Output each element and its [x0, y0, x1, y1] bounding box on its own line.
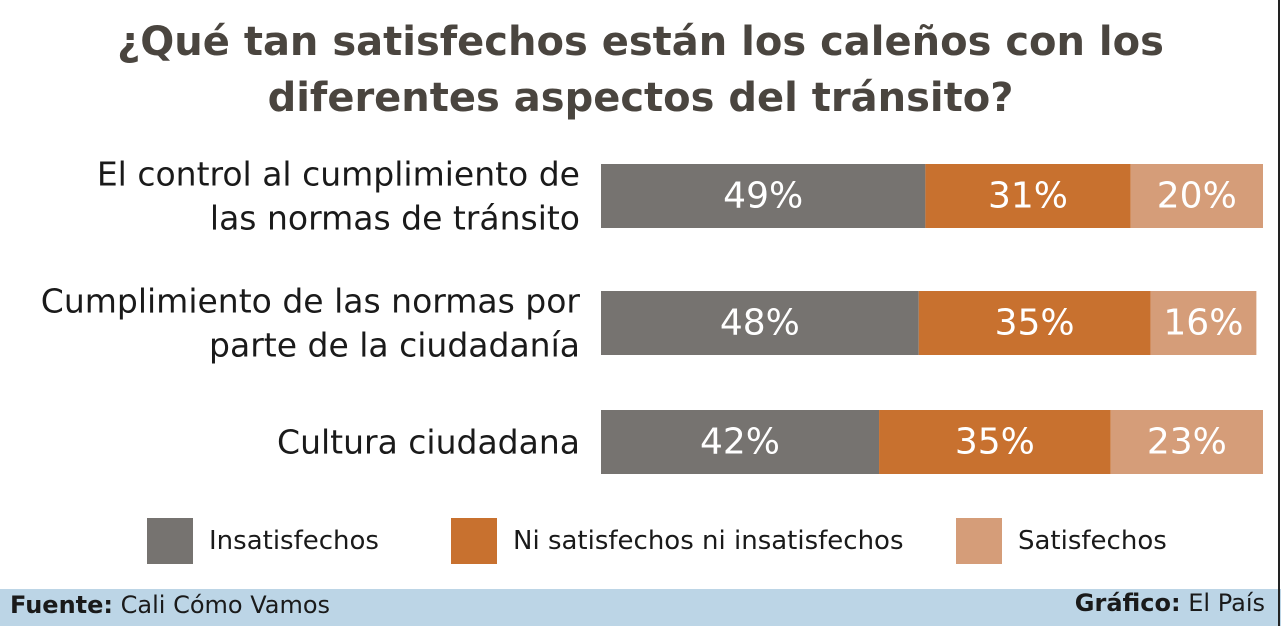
data-label-row2-series2: 23% [1147, 422, 1227, 463]
data-label-row0-series0: 49% [723, 176, 803, 217]
data-label-row0-series1: 31% [988, 176, 1068, 217]
legend-item-insatisfechos: Insatisfechos [147, 516, 379, 566]
legend-label-satisfechos: Satisfechos [1018, 526, 1167, 556]
bar-segment-row2-series1 [879, 410, 1111, 474]
category-label-0-line-0: El control al cumplimiento de [97, 155, 580, 194]
stacked-bar-chart: El control al cumplimiento de las normas … [41, 155, 1263, 474]
data-label-row0-series2: 20% [1157, 176, 1237, 217]
bar-segment-row1-series0 [601, 291, 919, 355]
legend-label-insatisfechos: Insatisfechos [209, 526, 379, 556]
legend-item-ni-satisfechos: Ni satisfechos ni insatisfechos [451, 516, 904, 566]
bar-segment-row2-series2 [1110, 410, 1263, 474]
chart-title-line-2: diferentes aspectos del tránsito? [267, 75, 1014, 121]
legend-swatch-insatisfechos [147, 518, 193, 564]
chart-title: ¿Qué tan satisfechos están los caleños c… [0, 14, 1281, 126]
data-label-row1-series0: 48% [720, 303, 800, 344]
graphic-credit: Gráfico: El País [1075, 589, 1265, 617]
bar-segment-row2-series0 [601, 410, 880, 474]
graphic-label: Gráfico: [1074, 589, 1181, 617]
data-label-row2-series0: 42% [700, 422, 780, 463]
legend-item-satisfechos: Satisfechos [956, 516, 1167, 566]
legend-label-ni-satisfechos: Ni satisfechos ni insatisfechos [513, 526, 904, 556]
chart-title-line-1: ¿Qué tan satisfechos están los caleños c… [117, 19, 1164, 65]
bar-segment-row0-series1 [925, 164, 1131, 228]
data-label-row1-series1: 35% [995, 303, 1075, 344]
data-label-row1-series2: 16% [1163, 303, 1243, 344]
bar-segment-row0-series2 [1130, 164, 1263, 228]
bar-segment-row0-series0 [601, 164, 926, 228]
category-label-0-line-1: las normas de tránsito [210, 199, 580, 238]
source-value: Cali Cómo Vamos [120, 591, 331, 619]
frame-right-border [1278, 0, 1280, 626]
legend-swatch-ni-satisfechos [451, 518, 497, 564]
source-credit: Fuente: Cali Cómo Vamos [10, 591, 330, 619]
footer-bar: Fuente: Cali Cómo Vamos Gráfico: El País [0, 589, 1281, 626]
legend-swatch-satisfechos [956, 518, 1002, 564]
source-label: Fuente: [10, 591, 113, 619]
graphic-value: El País [1188, 589, 1265, 617]
bar-segment-row1-series1 [918, 291, 1151, 355]
category-label-1-line-1: parte de la ciudadanía [209, 326, 580, 365]
category-label-2-line-0: Cultura ciudadana [277, 423, 580, 462]
data-label-row2-series1: 35% [955, 422, 1035, 463]
category-label-1-line-0: Cumplimiento de las normas por [41, 282, 581, 321]
bar-segment-row1-series2 [1150, 291, 1257, 355]
